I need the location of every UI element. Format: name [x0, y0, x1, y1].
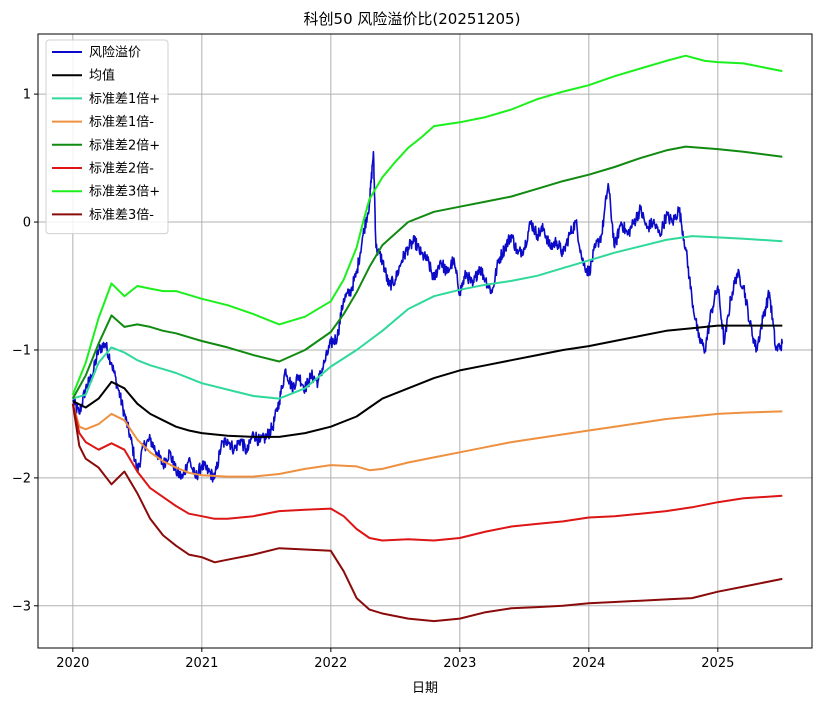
series-line-2 [72, 235, 783, 400]
x-axis-label: 日期 [412, 681, 438, 696]
y-tick-label: −2 [12, 471, 31, 486]
series-line-7 [71, 403, 783, 623]
x-tick-label: 2022 [314, 656, 347, 671]
legend-label-4: 标准差2倍+ [89, 138, 160, 153]
x-tick-label: 2024 [572, 656, 605, 671]
y-tick-label: −1 [12, 343, 31, 358]
legend-label-1: 均值 [89, 68, 115, 84]
y-tick-label: 1 [23, 88, 31, 103]
legend-label-3: 标准差1倍- [89, 115, 154, 130]
series-line-4 [71, 145, 783, 400]
legend-label-0: 风险溢价 [89, 46, 141, 61]
series-group [71, 54, 784, 623]
series-line-3 [71, 403, 783, 478]
legend-box [45, 39, 169, 235]
series-line-1 [72, 324, 783, 438]
legend-label-2: 标准差1倍+ [89, 92, 160, 107]
legend-label-6: 标准差3倍+ [89, 185, 160, 200]
x-tick-label: 2021 [185, 656, 218, 671]
x-tick-label: 2023 [443, 656, 476, 671]
series-line-5 [71, 403, 783, 542]
y-axis-ticks: 1 0 −1 −2 −3 [12, 88, 38, 614]
legend-label-5: 标准差2倍- [89, 162, 154, 177]
series-line-6 [71, 54, 783, 396]
legend-label-7: 标准差3倍- [89, 208, 154, 223]
plot-frame [37, 33, 813, 649]
x-tick-label: 2020 [56, 656, 89, 671]
x-tick-label: 2025 [701, 656, 734, 671]
y-tick-label: −3 [12, 599, 31, 614]
series-line-0 [72, 150, 784, 483]
y-tick-label: 0 [23, 216, 31, 231]
x-axis-ticks: 2020 2021 2022 2023 2024 2025 [56, 648, 734, 671]
chart-title: 科创50 风险溢价比(20251205) [304, 10, 521, 28]
